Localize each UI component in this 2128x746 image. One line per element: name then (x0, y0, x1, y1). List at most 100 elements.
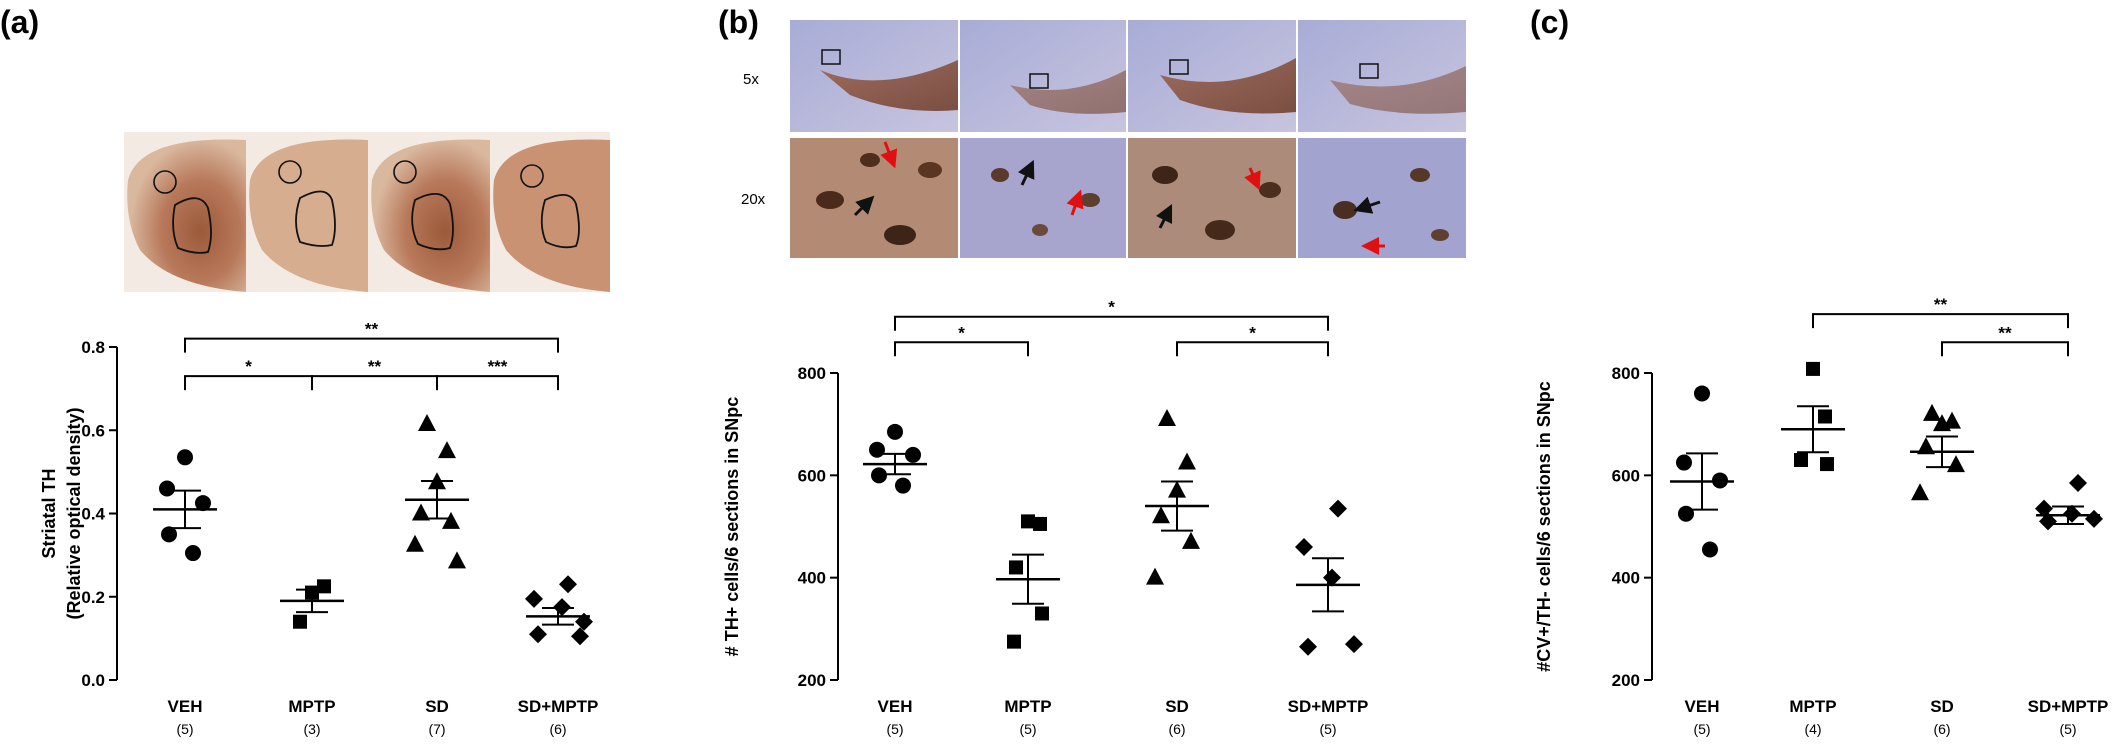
y-axis-label: (Relative optical density) (64, 407, 84, 619)
magnification-5x: 5x (743, 71, 759, 88)
data-point-square (1820, 457, 1834, 472)
nigra-5x-image-sd (1128, 20, 1296, 132)
category-label: VEH (1685, 697, 1720, 716)
sample-size-label: (5) (176, 721, 193, 737)
significance-label: ** (368, 357, 382, 376)
data-point-diamond (2085, 509, 2103, 528)
significance-bracket (1176, 341, 1329, 357)
data-point-circle (1678, 505, 1694, 522)
data-point-triangle (1943, 411, 1961, 429)
data-point-circle (177, 449, 193, 466)
data-point-diamond (2039, 512, 2057, 531)
data-point-square (317, 579, 331, 594)
data-point-square (293, 614, 307, 629)
sample-size-label: (4) (1804, 721, 1821, 737)
data-point-square (1818, 409, 1832, 424)
category-label: MPTP (288, 697, 335, 716)
significance-label: ** (365, 320, 379, 339)
data-point-triangle (1146, 567, 1164, 585)
data-point-circle (871, 467, 887, 484)
significance-bracket (894, 315, 1329, 331)
y-tick-label: 0.2 (81, 588, 105, 607)
data-point-triangle (1917, 437, 1935, 455)
sample-size-label: (6) (1933, 721, 1950, 737)
striatum-image-sd-mptp (490, 132, 610, 292)
magnification-20x: 20x (741, 191, 766, 208)
y-tick-label: 0.8 (81, 338, 105, 357)
nigra-5x-image-veh (790, 20, 958, 132)
data-point-triangle (1158, 409, 1176, 427)
category-label: SD (1930, 697, 1954, 716)
nigra-20x-image-veh (790, 138, 958, 258)
data-point-diamond (2063, 504, 2081, 523)
nigra-5x-image-sd-mptp (1298, 20, 1466, 132)
data-point-triangle (1923, 403, 1941, 421)
y-tick-label: 400 (798, 569, 826, 588)
data-point-triangle (406, 534, 424, 552)
chart-th-positive-cells: 200 400 600 800 # TH+ cells/6 sections in SN… (722, 298, 1368, 737)
category-label: MPTP (1004, 697, 1051, 716)
data-point-circle (905, 446, 921, 463)
significance-label: * (245, 357, 252, 376)
category-label: VEH (878, 697, 913, 716)
data-point-square (1033, 516, 1047, 531)
data-point-triangle (442, 511, 460, 529)
significance-bracket (184, 375, 313, 391)
y-axis-label: Striatal TH (39, 468, 59, 558)
data-point-circle (869, 441, 885, 458)
sample-size-label: (7) (428, 721, 445, 737)
panel-label-c: (c) (1530, 4, 1569, 40)
y-tick-label: 400 (1612, 569, 1640, 588)
category-label: SD+MPTP (1288, 697, 1369, 716)
category-label: MPTP (1789, 697, 1836, 716)
striatum-image-sd (368, 132, 490, 292)
sample-size-label: (5) (1019, 721, 1036, 737)
data-point-triangle (1168, 480, 1186, 498)
data-point-triangle (412, 503, 430, 521)
category-label: SD+MPTP (518, 697, 599, 716)
data-point-diamond (1299, 637, 1317, 656)
striatum-micrographs (124, 132, 610, 292)
sample-size-label: (6) (549, 721, 566, 737)
data-point-square (1806, 361, 1820, 376)
sample-size-label: (5) (1319, 721, 1336, 737)
data-point-circle (1712, 472, 1728, 489)
data-point-triangle (438, 441, 456, 459)
y-axis-label: # TH+ cells/6 sections in SNpc (722, 397, 742, 657)
sample-size-label: (5) (2059, 721, 2076, 737)
nigra-20x-image-sd (1128, 138, 1296, 258)
category-label: SD (425, 697, 449, 716)
data-point-square (1035, 606, 1049, 621)
data-point-diamond (575, 612, 593, 631)
y-tick-label: 200 (1612, 671, 1640, 690)
data-point-diamond (1295, 537, 1313, 556)
nigra-5x-image-mptp (960, 20, 1126, 132)
data-point-square (1009, 560, 1023, 575)
data-point-circle (161, 526, 177, 543)
y-tick-label: 800 (798, 364, 826, 383)
chart-cv-positive-th-negative-cells: 200 400 600 800 #CV+/TH- cells/6 sections in… (1534, 295, 2108, 737)
significance-bracket (436, 375, 559, 391)
y-tick-label: 800 (1612, 364, 1640, 383)
data-point-triangle (1947, 455, 1965, 473)
striatum-image-veh (124, 132, 246, 292)
category-label: SD (1165, 697, 1189, 716)
data-point-diamond (559, 575, 577, 594)
significance-label: *** (488, 357, 508, 376)
data-point-diamond (571, 627, 589, 646)
nigra-micrographs-5x (790, 20, 1466, 132)
significance-label: * (1108, 298, 1115, 317)
nigra-micrographs-20x (790, 138, 1466, 258)
data-point-square (1007, 634, 1021, 649)
data-point-diamond (525, 589, 543, 608)
data-point-circle (887, 423, 903, 440)
data-point-circle (1694, 385, 1710, 402)
significance-bracket (1941, 341, 2069, 357)
sample-size-label: (3) (303, 721, 320, 737)
data-point-circle (1676, 454, 1692, 471)
data-point-triangle (1178, 452, 1196, 470)
significance-label: * (1249, 323, 1256, 342)
y-tick-label: 200 (798, 671, 826, 690)
nigra-20x-image-mptp (960, 138, 1126, 258)
